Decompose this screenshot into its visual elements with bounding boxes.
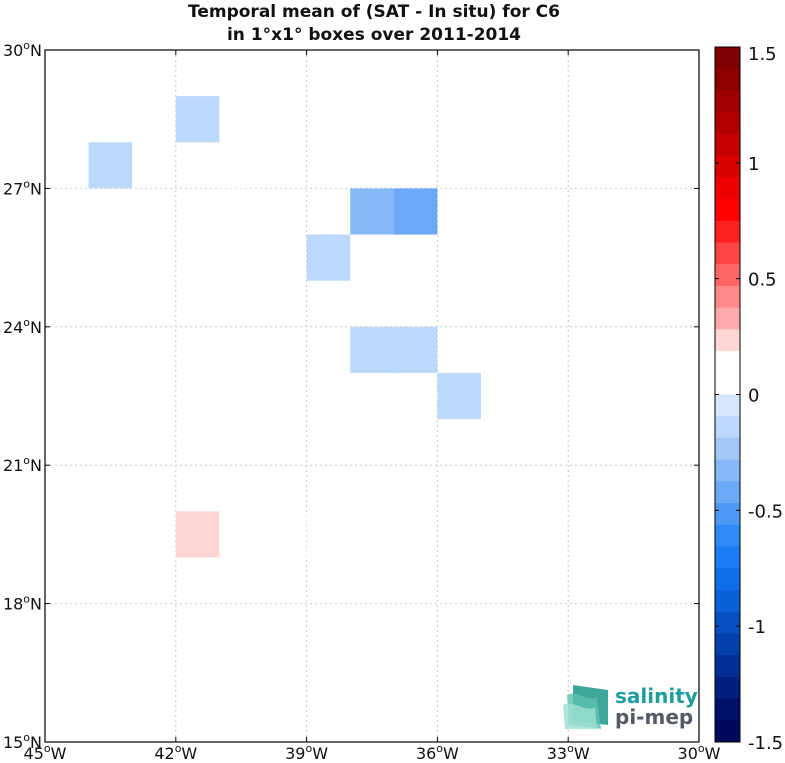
colorbar-segment [715, 633, 740, 656]
colorbar-segment [715, 416, 740, 439]
colorbar-segment [715, 242, 740, 265]
x-tick-label: 39oW [285, 742, 328, 763]
colorbar-segment [715, 133, 740, 157]
x-tick-label: 36oW [416, 742, 459, 763]
colorbar-segment [715, 329, 740, 352]
heatmap-cell [350, 188, 394, 235]
heatmap-cell [393, 188, 438, 235]
heatmap-cell [306, 511, 351, 558]
colorbar-segment [715, 199, 740, 222]
colorbar-segment [715, 503, 740, 526]
colorbar-segment [715, 589, 740, 613]
heatmap-cells [88, 96, 481, 558]
colorbar-segment [715, 655, 740, 678]
colorbar-segment [715, 220, 740, 243]
y-tick-label: 27oN [3, 177, 42, 198]
colorbar-segment [715, 720, 740, 743]
colorbar-segment [715, 177, 740, 200]
heatmap-cell [306, 234, 351, 281]
colorbar-segment [715, 47, 740, 70]
colorbar-segment [715, 394, 740, 417]
colorbar-segment [715, 481, 740, 504]
x-tick-label: 33oW [547, 742, 590, 763]
colorbar-label: 1 [748, 154, 759, 175]
colorbar-label: 0.5 [748, 270, 777, 291]
colorbar [714, 46, 741, 743]
colorbar-segment [715, 351, 740, 374]
x-axis-ticks: 45oW 42oW 39oW 36oW 33oW 30oW [24, 50, 721, 763]
heatmap-cell [437, 372, 481, 420]
x-tick-label: 30oW [678, 742, 721, 763]
colorbar-segment [715, 68, 740, 91]
colorbar-label: -0.5 [748, 501, 783, 522]
colorbar-segment [715, 698, 740, 721]
heatmap-cell [219, 142, 263, 189]
logo-line-salinity: salinity [615, 684, 698, 708]
y-axis-ticks: 15oN 18oN 21oN 24oN 27oN 30oN [3, 39, 699, 752]
colorbar-segment [715, 372, 740, 395]
heatmap-cell [393, 326, 438, 373]
logo-line-pi-mep: pi-mep [615, 705, 693, 729]
map-background [45, 50, 699, 742]
colorbar-segment [715, 437, 740, 461]
x-tick-label: 42oW [154, 742, 197, 763]
colorbar-segment [715, 285, 740, 309]
colorbar-segment [715, 459, 740, 482]
title-line-2: in 1°x1° boxes over 2011-2014 [227, 25, 521, 45]
colorbar-segment [715, 90, 740, 113]
heatmap-cell [175, 511, 220, 558]
colorbar-segment [715, 676, 740, 700]
colorbar-segment [715, 264, 740, 287]
y-tick-label: 18oN [3, 593, 42, 614]
colorbar-segment [715, 546, 740, 569]
colorbar-label: 0 [748, 386, 759, 407]
colorbar-segment [715, 307, 740, 330]
heatmap-cell [88, 142, 133, 189]
colorbar-segment [715, 524, 740, 548]
y-tick-label: 21oN [3, 454, 42, 475]
colorbar-labels: 1.5 1 0.5 0 -0.5 -1 -1.5 [715, 44, 783, 754]
colorbar-label: 1.5 [748, 44, 777, 65]
x-tick-label: 45oW [24, 742, 67, 763]
colorbar-segment [715, 155, 740, 178]
colorbar-segment [715, 568, 740, 591]
salinity-pi-mep-logo: salinity pi-mep [563, 684, 698, 729]
colorbar-label: -1 [748, 617, 766, 638]
heatmap-cell [350, 326, 394, 373]
y-tick-label: 24oN [3, 316, 42, 337]
wave-logo-icon [563, 685, 608, 729]
chart-title: Temporal mean of (SAT - In situ) for C6 … [188, 2, 560, 45]
map-frame [44, 49, 700, 743]
heatmap-cell [175, 96, 220, 143]
y-tick-label: 15oN [3, 731, 42, 752]
title-line-1: Temporal mean of (SAT - In situ) for C6 [188, 2, 560, 22]
colorbar-segment [715, 112, 740, 135]
colorbar-label: -1.5 [748, 733, 783, 754]
y-tick-label: 30oN [3, 39, 42, 60]
colorbar-segment [715, 611, 740, 634]
